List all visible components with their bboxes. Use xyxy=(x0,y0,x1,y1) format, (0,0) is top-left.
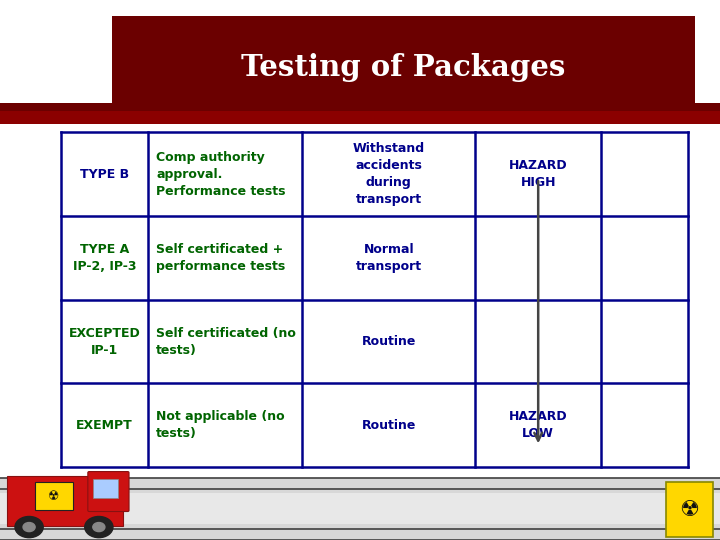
Text: HAZARD
LOW: HAZARD LOW xyxy=(509,410,567,440)
Text: ☢: ☢ xyxy=(680,500,699,519)
FancyBboxPatch shape xyxy=(7,476,124,525)
FancyBboxPatch shape xyxy=(666,482,713,537)
Bar xyxy=(0,103,720,114)
Circle shape xyxy=(15,516,43,538)
Text: EXEMPT: EXEMPT xyxy=(76,418,132,432)
Text: TYPE B: TYPE B xyxy=(80,167,129,181)
Text: HAZARD
HIGH: HAZARD HIGH xyxy=(509,159,567,189)
Bar xyxy=(0,478,720,540)
Text: Comp authority
approval.
Performance tests: Comp authority approval. Performance tes… xyxy=(156,151,286,198)
Bar xyxy=(0,494,720,524)
FancyBboxPatch shape xyxy=(112,16,695,108)
Text: Self certificated (no
tests): Self certificated (no tests) xyxy=(156,327,296,356)
Text: TYPE A
IP-2, IP-3: TYPE A IP-2, IP-3 xyxy=(73,243,136,273)
Text: Testing of Packages: Testing of Packages xyxy=(241,53,565,82)
Text: Withstand
accidents
during
transport: Withstand accidents during transport xyxy=(353,142,425,206)
Circle shape xyxy=(85,516,113,538)
FancyBboxPatch shape xyxy=(94,478,118,497)
Text: Normal
transport: Normal transport xyxy=(356,243,422,273)
Text: Routine: Routine xyxy=(361,335,416,348)
Circle shape xyxy=(93,523,105,531)
Text: Not applicable (no
tests): Not applicable (no tests) xyxy=(156,410,285,440)
FancyBboxPatch shape xyxy=(0,111,720,124)
Text: EXCEPTED
IP-1: EXCEPTED IP-1 xyxy=(68,327,140,356)
Text: Self certificated +
performance tests: Self certificated + performance tests xyxy=(156,243,286,273)
Text: Routine: Routine xyxy=(361,418,416,432)
Circle shape xyxy=(23,523,35,531)
FancyBboxPatch shape xyxy=(88,471,129,511)
Text: ☢: ☢ xyxy=(48,490,59,503)
FancyBboxPatch shape xyxy=(35,482,73,510)
